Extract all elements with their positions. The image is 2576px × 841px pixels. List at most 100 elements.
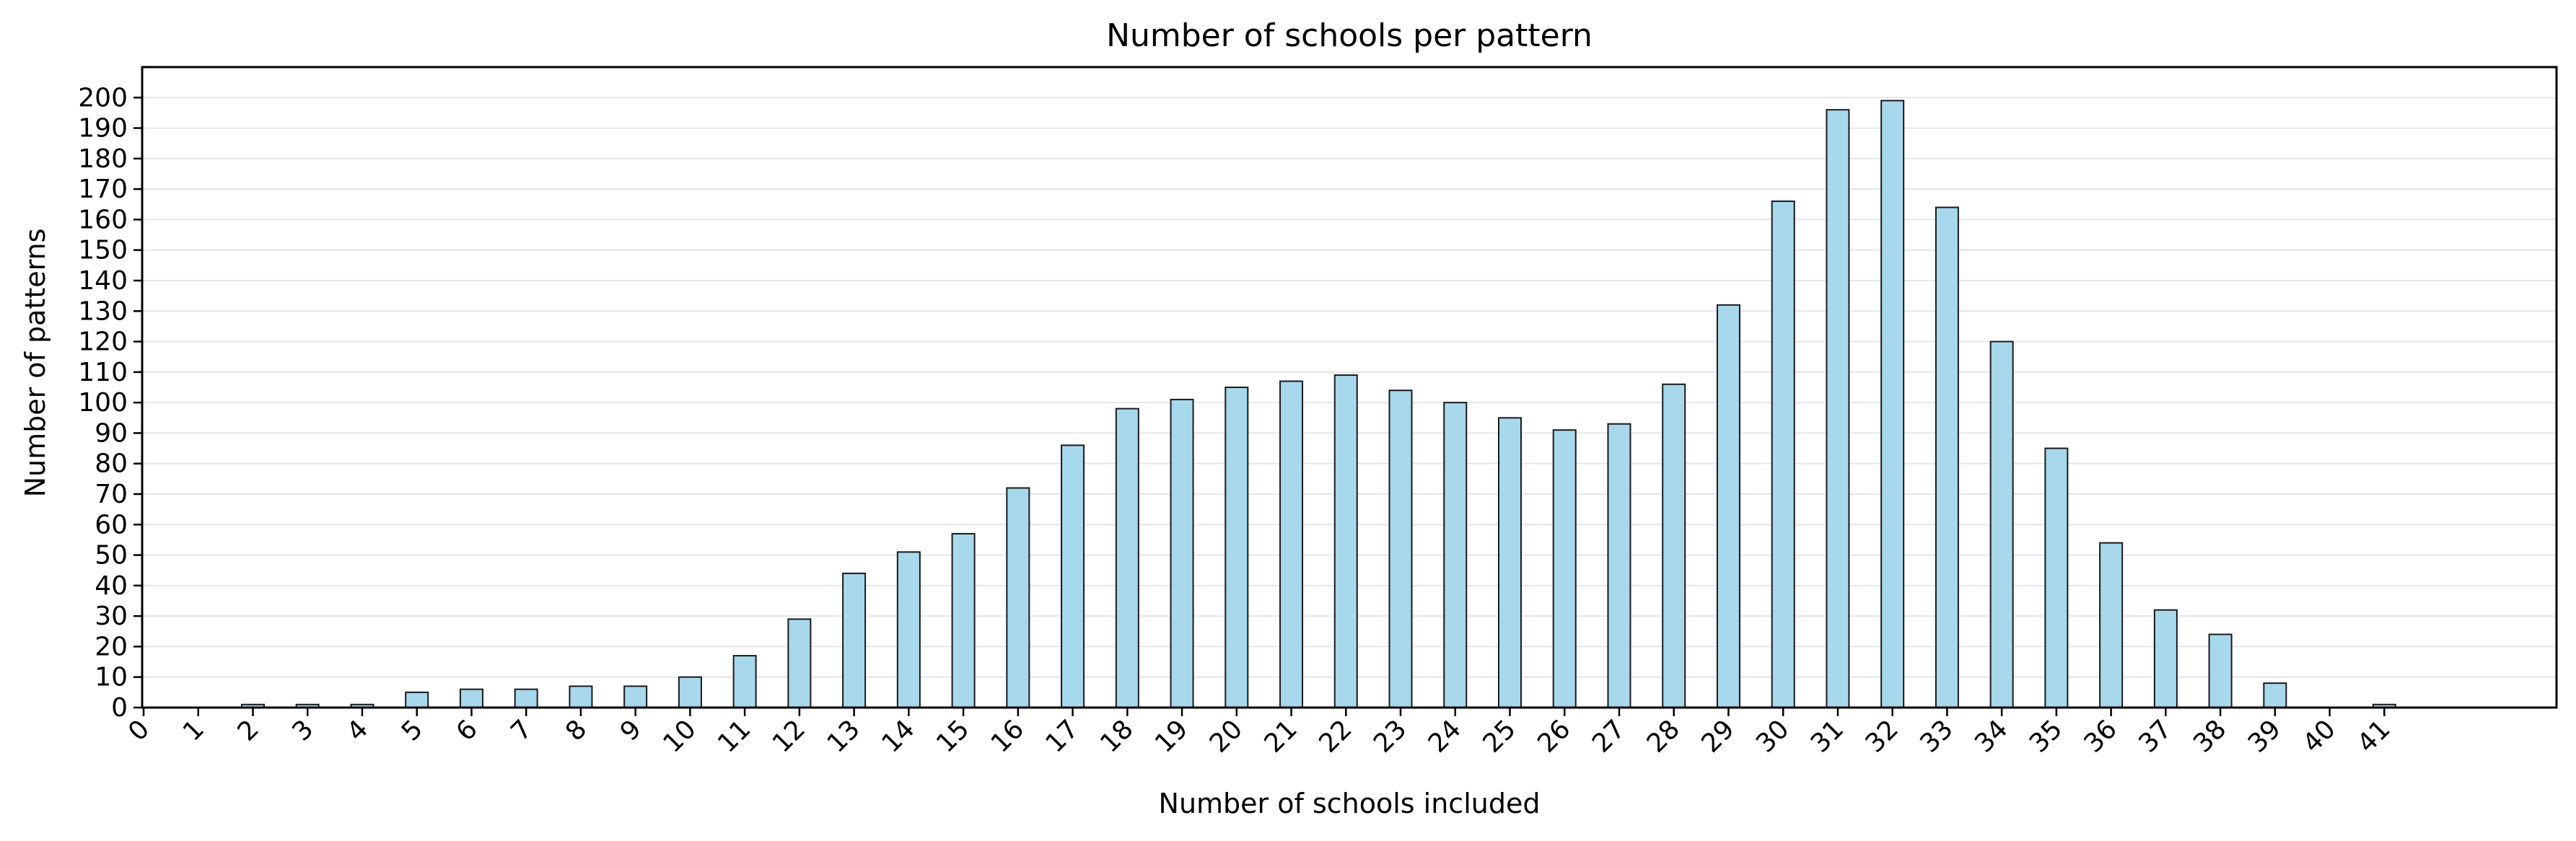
x-tick-label: 2 (232, 714, 265, 747)
chart-title: Number of schools per pattern (1106, 17, 1593, 54)
y-tick-label: 90 (95, 418, 128, 448)
bar-38 (2208, 633, 2233, 708)
y-tick-label: 70 (95, 480, 128, 509)
bar-31 (1826, 109, 1850, 708)
y-tick-label: 120 (78, 327, 128, 357)
x-tick-label: 38 (2188, 714, 2232, 758)
y-tick-label: 10 (95, 663, 128, 692)
x-tick-label: 39 (2243, 714, 2287, 758)
x-tick-label: 28 (1642, 714, 1686, 758)
y-tick-label: 20 (95, 632, 128, 661)
bar-5 (405, 691, 429, 708)
x-tick-label: 25 (1477, 714, 1521, 758)
y-axis-ticks: 0102030405060708090100110120130140150160… (78, 83, 142, 723)
x-tick-label: 3 (286, 714, 319, 747)
x-tick-label: 9 (615, 714, 647, 747)
x-axis-ticks: 0 1 2 3 4 5 6 7 8 9 10 11 12 13 14 15 16 17 18 19 20 21 22 23 24… (123, 708, 2396, 759)
bar-22 (1333, 374, 1358, 708)
y-tick-label: 130 (78, 296, 128, 326)
x-tick-label: 30 (1751, 714, 1795, 758)
bar-14 (896, 551, 921, 708)
x-tick-label: 19 (1149, 714, 1193, 758)
bar-18 (1115, 408, 1139, 708)
y-tick-label: 140 (78, 266, 128, 296)
bar-15 (951, 532, 976, 708)
y-tick-label: 160 (78, 205, 128, 234)
grid-lines (142, 97, 2557, 678)
bar-21 (1279, 380, 1304, 708)
x-tick-label: 5 (396, 714, 429, 747)
bar-16 (1006, 487, 1030, 708)
y-tick-label: 80 (95, 449, 128, 479)
y-tick-label: 170 (78, 175, 128, 204)
x-tick-label: 15 (931, 714, 975, 758)
y-tick-label: 40 (95, 571, 128, 601)
bar-33 (1935, 206, 1959, 708)
x-tick-label: 33 (1914, 714, 1958, 758)
bar-8 (569, 685, 593, 709)
y-tick-label: 180 (78, 144, 128, 174)
x-tick-label: 36 (2079, 714, 2123, 758)
bar-19 (1170, 398, 1194, 709)
y-tick-label: 190 (78, 114, 128, 144)
x-tick-label: 18 (1095, 714, 1139, 758)
bar-24 (1443, 402, 1468, 709)
bar-7 (514, 688, 538, 709)
bar-29 (1716, 304, 1740, 709)
x-axis-label: Number of schools included (1159, 788, 1541, 819)
bar-35 (2044, 447, 2069, 708)
x-tick-label: 23 (1368, 714, 1412, 758)
x-tick-label: 1 (178, 714, 210, 747)
x-tick-label: 24 (1423, 714, 1467, 758)
x-tick-label: 34 (1969, 714, 2013, 758)
plot-frame (141, 66, 2558, 709)
bar-11 (732, 655, 757, 708)
x-tick-label: 6 (451, 714, 483, 747)
x-tick-label: 29 (1696, 714, 1740, 758)
bar-23 (1388, 389, 1413, 708)
bar-26 (1552, 429, 1577, 708)
bar-13 (842, 572, 867, 709)
x-tick-label: 7 (505, 714, 538, 747)
bar-20 (1225, 387, 1249, 708)
y-tick-label: 100 (78, 388, 128, 418)
bar-32 (1880, 100, 1905, 708)
x-tick-label: 37 (2133, 714, 2177, 758)
y-tick-label: 110 (78, 358, 128, 387)
bar-25 (1498, 417, 1522, 708)
x-tick-label: 12 (767, 714, 811, 758)
x-tick-label: 41 (2352, 714, 2396, 758)
bar-17 (1061, 444, 1085, 708)
x-tick-label: 20 (1204, 714, 1248, 758)
bar-6 (459, 688, 483, 709)
y-tick-label: 30 (95, 602, 128, 631)
x-tick-label: 17 (1041, 714, 1085, 758)
x-tick-label: 35 (2024, 714, 2068, 758)
x-tick-label: 21 (1259, 714, 1303, 758)
bar-34 (1989, 340, 2014, 708)
y-tick-label: 60 (95, 510, 128, 540)
x-tick-label: 4 (341, 714, 374, 747)
bar-10 (678, 676, 702, 709)
x-tick-label: 14 (876, 714, 920, 758)
bar-28 (1662, 383, 1686, 708)
y-tick-label: 50 (95, 541, 128, 571)
bar-37 (2153, 609, 2178, 709)
x-tick-label: 11 (712, 714, 756, 758)
x-tick-label: 26 (1532, 714, 1576, 758)
x-tick-label: 10 (657, 714, 701, 758)
bar-9 (623, 685, 648, 709)
y-tick-label: 0 (111, 693, 128, 723)
x-tick-label: 40 (2297, 714, 2341, 758)
bar-36 (2099, 542, 2124, 709)
x-tick-label: 32 (1860, 714, 1904, 758)
x-tick-label: 13 (822, 714, 866, 758)
bars (240, 100, 2396, 709)
bar-27 (1607, 423, 1631, 708)
bar-30 (1771, 201, 1795, 708)
y-axis-label: Number of patterns (19, 229, 51, 498)
x-tick-label: 16 (986, 714, 1030, 758)
x-tick-label: 27 (1587, 714, 1631, 758)
x-tick-label: 8 (560, 714, 592, 747)
